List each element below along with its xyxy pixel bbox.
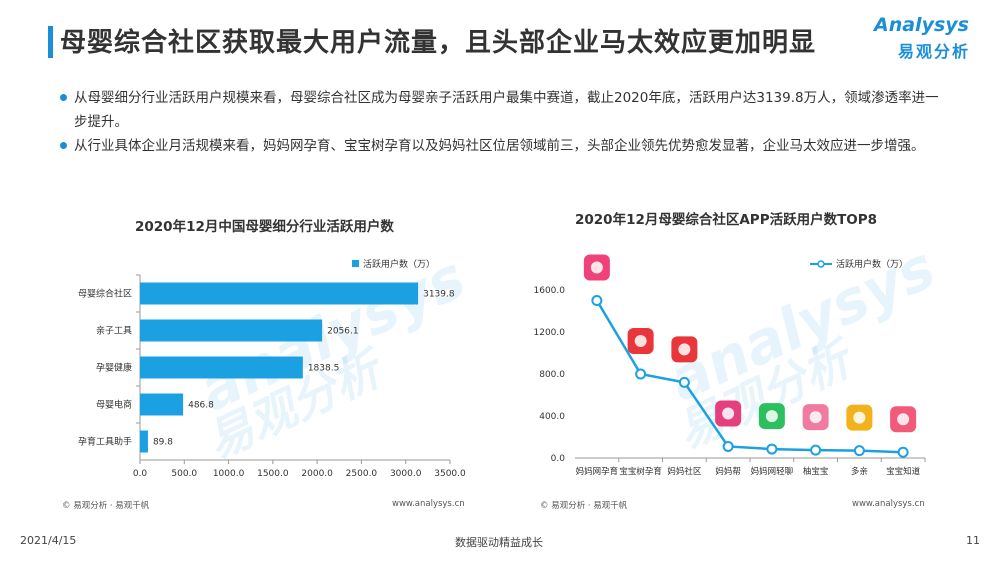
x-tick-label: 宝宝知道 bbox=[886, 466, 921, 477]
app-icon-glyph bbox=[590, 261, 603, 274]
category-label: 孕婴健康 bbox=[96, 362, 132, 374]
y-tick-label: 1600.0 bbox=[534, 286, 566, 296]
category-label: 孕育工具助手 bbox=[78, 436, 132, 448]
chart1-url: www.analysys.cn bbox=[392, 499, 465, 509]
data-point bbox=[853, 445, 865, 457]
x-tick-label: 妈妈网孕育 bbox=[576, 466, 619, 477]
bar bbox=[140, 393, 184, 416]
bar-chart: 活跃用户数（万） 母婴综合社区 3139.8 亲子工具 2056.1 孕婴健康 1838.5… bbox=[78, 258, 466, 479]
legend-label: 活跃用户数（万） bbox=[836, 258, 908, 270]
data-point bbox=[722, 440, 734, 452]
x-tick-label: 3000.0 bbox=[390, 469, 422, 479]
data-point bbox=[897, 446, 909, 458]
category-label: 母婴综合社区 bbox=[78, 288, 132, 300]
legend-marker bbox=[817, 260, 825, 268]
category-label: 亲子工具 bbox=[96, 325, 132, 337]
data-label: 89.8 bbox=[153, 438, 173, 448]
legend-swatch bbox=[352, 260, 359, 267]
data-point bbox=[810, 444, 822, 456]
app-icon-glyph bbox=[809, 411, 822, 424]
bullet-1: 从母婴细分行业活跃用户规模来看，母婴综合社区成为母婴亲子活跃用户最集中赛道，截止… bbox=[60, 86, 940, 134]
x-tick-label: 2000.0 bbox=[301, 469, 333, 479]
data-label: 2056.1 bbox=[327, 327, 359, 337]
chart1-source: © 易观分析 · 易观千帆 bbox=[62, 501, 150, 511]
bullet-2: 从行业具体企业月活规模来看，妈妈网孕育、宝宝树孕育以及妈妈社区位居领域前三，头部… bbox=[60, 134, 940, 158]
x-tick-label: 2500.0 bbox=[346, 469, 378, 479]
page-title: 母婴综合社区获取最大用户流量，且头部企业马太效应更加明显 bbox=[60, 28, 817, 58]
summary-bullets: 从母婴细分行业活跃用户规模来看，母婴综合社区成为母婴亲子活跃用户最集中赛道，截止… bbox=[60, 86, 940, 158]
y-tick-label: 1200.0 bbox=[534, 328, 566, 338]
title-accent-bar bbox=[48, 26, 53, 58]
chart2-source: © 易观分析 · 易观千帆 bbox=[540, 501, 628, 511]
bar bbox=[140, 430, 148, 453]
footer-date: 2021/4/15 bbox=[20, 534, 77, 547]
x-tick-label: 多亲 bbox=[851, 466, 868, 477]
x-tick-label: 宝宝树孕育 bbox=[619, 466, 662, 477]
x-tick-label: 妈妈社区 bbox=[667, 466, 702, 477]
x-tick-label: 0.0 bbox=[133, 469, 148, 479]
app-icon-glyph bbox=[678, 343, 691, 356]
x-tick-label: 妈妈帮 bbox=[715, 466, 741, 477]
x-tick-label: 500.0 bbox=[171, 469, 197, 479]
data-label: 486.8 bbox=[188, 401, 214, 411]
bar bbox=[140, 319, 323, 342]
y-tick-label: 0.0 bbox=[551, 454, 566, 464]
category-label: 母婴电商 bbox=[96, 399, 132, 411]
app-icon-glyph bbox=[853, 411, 866, 424]
page-number: 11 bbox=[966, 534, 980, 547]
x-tick-label: 1000.0 bbox=[213, 469, 245, 479]
series-line bbox=[595, 299, 904, 454]
y-tick-label: 400.0 bbox=[539, 412, 565, 422]
data-point bbox=[591, 295, 603, 306]
x-tick-label: 柚宝宝 bbox=[803, 466, 829, 477]
bar bbox=[140, 282, 419, 305]
chart1-title: 2020年12月中国母婴细分行业活跃用户数 bbox=[135, 219, 394, 235]
x-tick-label: 3500.0 bbox=[434, 469, 466, 479]
data-point bbox=[766, 443, 778, 455]
x-tick-label: 妈妈网轻聊 bbox=[751, 466, 794, 477]
data-label: 1838.5 bbox=[308, 364, 340, 374]
logo-text-en: Analysys bbox=[874, 14, 969, 36]
bar bbox=[140, 356, 303, 379]
y-tick-label: 800.0 bbox=[539, 370, 565, 380]
logo-text-cn: 易观分析 bbox=[898, 42, 971, 61]
x-tick-label: 1500.0 bbox=[257, 469, 289, 479]
legend-label: 活跃用户数（万） bbox=[363, 258, 435, 270]
brand-logo: Analysys 易观分析 bbox=[874, 14, 984, 64]
app-icon-glyph bbox=[634, 335, 647, 347]
app-icon-glyph bbox=[897, 413, 910, 426]
footer-slogan: 数据驱动精益成长 bbox=[455, 536, 543, 549]
chart2-url: www.analysys.cn bbox=[852, 499, 925, 509]
app-icon-glyph bbox=[765, 410, 778, 423]
chart2-title: 2020年12月母婴综合社区APP活跃用户数TOP8 bbox=[575, 212, 878, 228]
data-point bbox=[678, 376, 690, 388]
data-point bbox=[635, 368, 647, 380]
data-label: 3139.8 bbox=[423, 290, 455, 300]
app-icon-glyph bbox=[722, 407, 735, 420]
